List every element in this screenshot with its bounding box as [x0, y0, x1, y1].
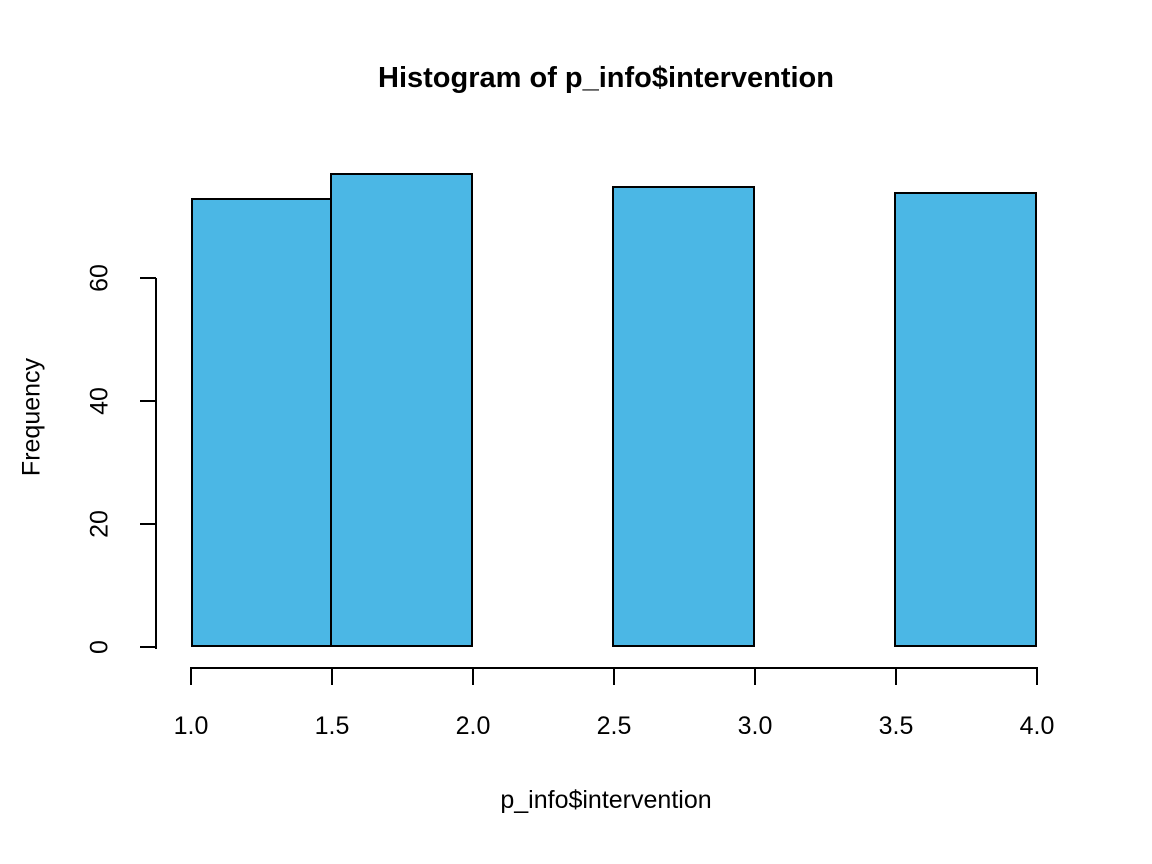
- x-tick: [613, 669, 615, 685]
- x-tick: [472, 669, 474, 685]
- x-tick: [895, 669, 897, 685]
- histogram-bar: [612, 186, 755, 647]
- chart-title: Histogram of p_info$intervention: [378, 62, 834, 94]
- y-axis-line: [155, 278, 157, 649]
- x-tick-label: 2.0: [455, 712, 491, 740]
- x-tick-label: 2.5: [596, 712, 632, 740]
- x-tick: [754, 669, 756, 685]
- y-tick: [140, 646, 156, 648]
- y-tick-label: 0: [85, 640, 114, 654]
- y-tick-label: 60: [85, 264, 114, 292]
- histogram-bar: [191, 198, 332, 647]
- x-tick-label: 3.0: [737, 712, 773, 740]
- x-tick-label: 3.5: [878, 712, 914, 740]
- x-tick-label: 4.0: [1019, 712, 1055, 740]
- x-tick-label: 1.5: [314, 712, 350, 740]
- x-tick: [331, 669, 333, 685]
- x-tick: [1036, 669, 1038, 685]
- histogram-bar: [894, 192, 1037, 647]
- y-tick-label: 20: [85, 510, 114, 538]
- y-tick-label: 40: [85, 387, 114, 415]
- y-tick: [140, 277, 156, 279]
- x-tick: [190, 669, 192, 685]
- y-tick: [140, 400, 156, 402]
- x-tick-label: 1.0: [173, 712, 209, 740]
- y-axis-label: Frequency: [17, 357, 46, 477]
- histogram-bar: [330, 173, 473, 647]
- x-axis-line: [190, 667, 1038, 669]
- x-axis-label: p_info$intervention: [500, 786, 712, 814]
- y-tick: [140, 523, 156, 525]
